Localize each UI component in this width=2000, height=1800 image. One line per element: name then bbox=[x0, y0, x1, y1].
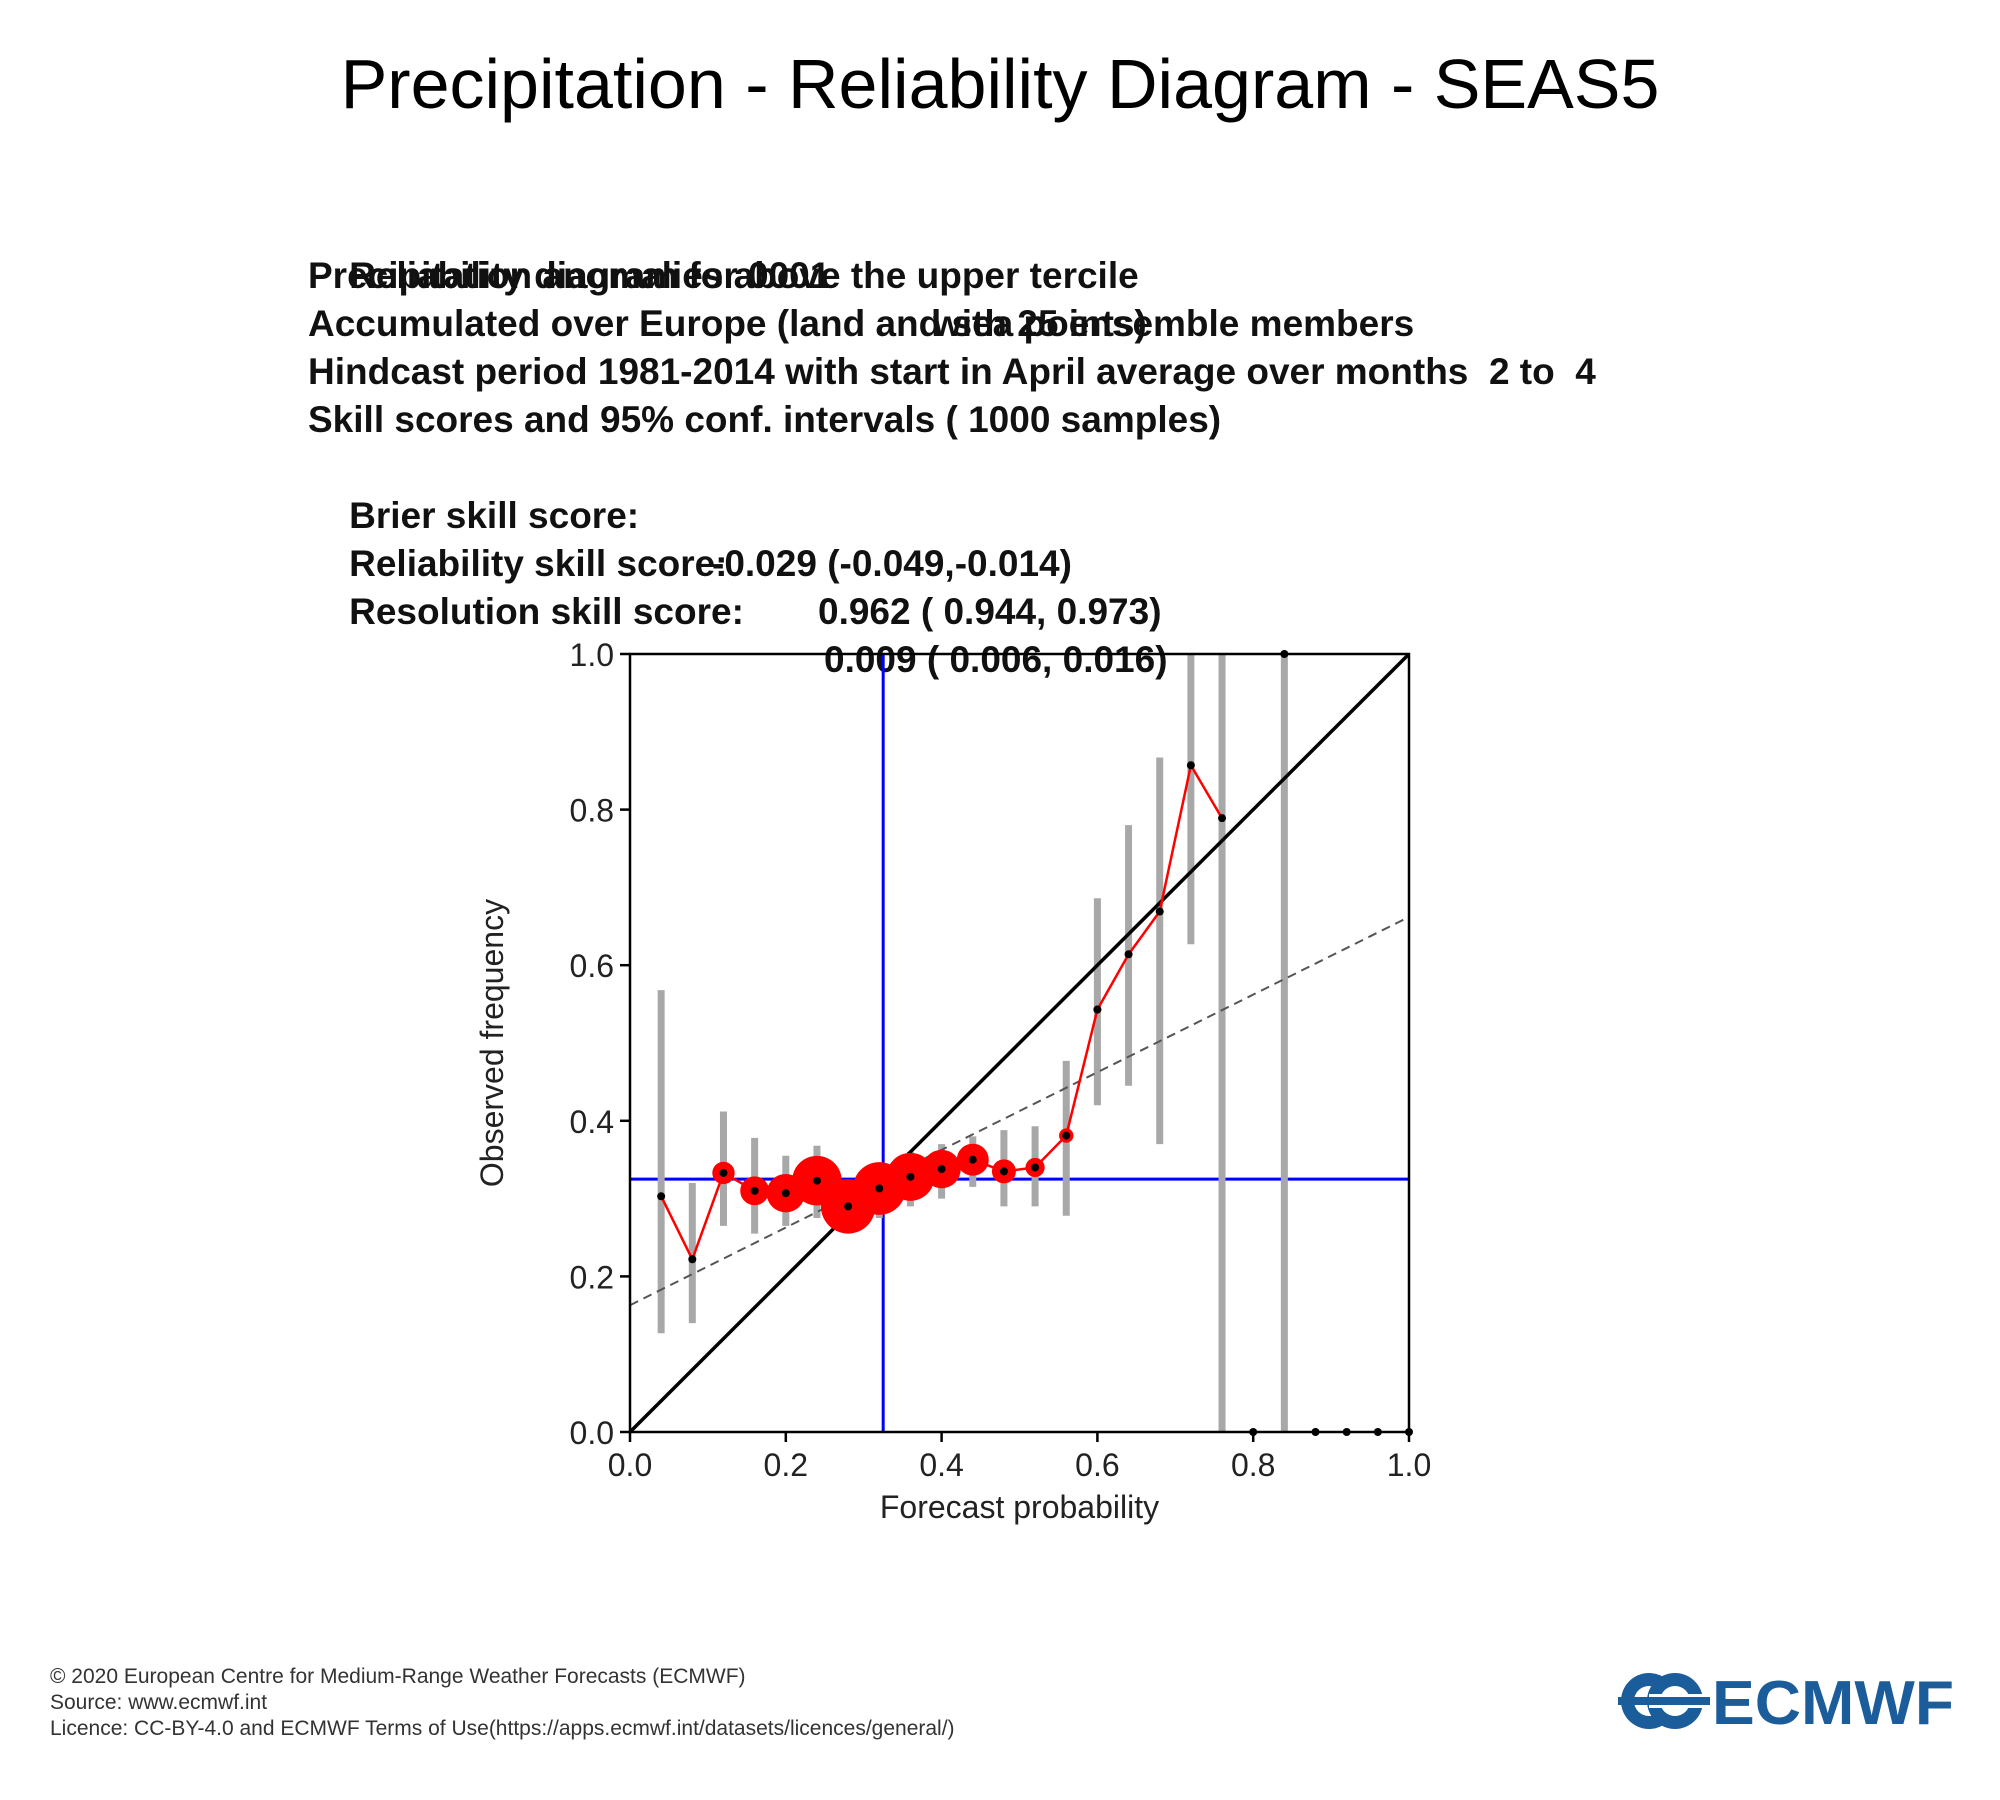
y-tick-label: 0.6 bbox=[570, 948, 614, 984]
info-brier: Brier skill score: -0.029 (-0.049,-0.014… bbox=[308, 444, 1072, 584]
plot-area bbox=[630, 654, 1409, 1432]
info-dataset: Reliability diagram for 0001 bbox=[349, 255, 831, 296]
data-point bbox=[750, 1186, 759, 1195]
resolution-value: 0.009 ( 0.006, 0.016) bbox=[824, 639, 1168, 680]
data-point bbox=[1218, 814, 1227, 823]
plot-frame bbox=[628, 652, 1411, 1434]
info-line-4: Hindcast period 1981-2014 with start in … bbox=[308, 351, 1596, 392]
info-reliability: Reliability skill score: 0.962 ( 0.944, … bbox=[308, 492, 1161, 632]
ecmwf-logo-text: ECMWF bbox=[1712, 1670, 1954, 1732]
data-point bbox=[1155, 907, 1164, 916]
data-point bbox=[906, 1172, 915, 1181]
reliability-label: Reliability skill score: bbox=[349, 543, 728, 584]
x-tick-label: 0.6 bbox=[1075, 1447, 1119, 1483]
data-point bbox=[1031, 1163, 1040, 1172]
reliability-chart: 0.0 0.2 0.4 0.6 0.8 1.0 0.0 0.2 0.4 0.6 0.8 1.0 Fore… bbox=[474, 637, 1431, 1525]
ecmwf-logo-mark bbox=[1618, 1673, 1710, 1729]
data-point bbox=[688, 1255, 697, 1264]
x-tick-label: 0.4 bbox=[919, 1447, 963, 1483]
data-point bbox=[719, 1168, 728, 1177]
info-line-3: Accumulated over Europe (land and sea po… bbox=[308, 303, 1147, 344]
perfect-reliability-diagonal bbox=[630, 654, 1409, 1432]
data-point bbox=[1062, 1131, 1071, 1140]
y-axis-label: Observed frequency bbox=[474, 899, 510, 1187]
y-tick-label: 0.4 bbox=[570, 1104, 614, 1140]
data-point bbox=[999, 1167, 1008, 1176]
data-point bbox=[1093, 1005, 1102, 1014]
brier-value: -0.029 (-0.049,-0.014) bbox=[712, 543, 1072, 584]
x-tick-label: 1.0 bbox=[1387, 1447, 1431, 1483]
info-line-2: Precipitation anomalies above the upper … bbox=[308, 255, 1139, 296]
data-point bbox=[657, 1192, 666, 1201]
x-tick-label: 0.8 bbox=[1231, 1447, 1275, 1483]
regression-line bbox=[630, 916, 1409, 1307]
data-point bbox=[812, 1176, 821, 1185]
brier-label: Brier skill score: bbox=[349, 495, 640, 536]
info-resolution: Resolution skill score: 0.009 ( 0.006, 0… bbox=[308, 540, 1167, 680]
x-tick-label: 0.2 bbox=[764, 1447, 808, 1483]
data-point bbox=[1124, 950, 1133, 959]
info-line-5: Skill scores and 95% conf. intervals ( 1… bbox=[308, 399, 1222, 440]
footer-licence: Licence: CC-BY-4.0 and ECMWF Terms of Us… bbox=[50, 1717, 955, 1740]
y-tick-label: 0.2 bbox=[570, 1259, 614, 1295]
y-tick-label: 1.0 bbox=[570, 637, 614, 673]
x-axis-label: Forecast probability bbox=[880, 1489, 1159, 1525]
data-point bbox=[844, 1202, 853, 1211]
data-point bbox=[781, 1189, 790, 1198]
info-ensemble: with 25 ensemble members bbox=[933, 303, 1415, 344]
page-title: Precipitation - Reliability Diagram - SE… bbox=[340, 45, 1660, 123]
reliability-value: 0.962 ( 0.944, 0.973) bbox=[818, 591, 1162, 632]
data-point bbox=[968, 1155, 977, 1164]
y-tick-label: 0.8 bbox=[570, 793, 614, 829]
footer: © 2020 European Centre for Medium-Range … bbox=[50, 1664, 955, 1742]
ecmwf-logo: ECMWF bbox=[1618, 1670, 1954, 1732]
info-line-1: Reliability diagram for 0001 with 25 ens… bbox=[308, 204, 1414, 344]
data-point bbox=[875, 1184, 884, 1193]
y-tick-label: 0.0 bbox=[570, 1415, 614, 1451]
data-point bbox=[1186, 761, 1195, 770]
data-point bbox=[937, 1165, 946, 1174]
x-tick-label: 0.0 bbox=[608, 1447, 652, 1483]
resolution-label: Resolution skill score: bbox=[349, 591, 744, 632]
footer-source: Source: www.ecmwf.int bbox=[50, 1691, 268, 1714]
footer-copyright: © 2020 European Centre for Medium-Range … bbox=[50, 1665, 746, 1688]
